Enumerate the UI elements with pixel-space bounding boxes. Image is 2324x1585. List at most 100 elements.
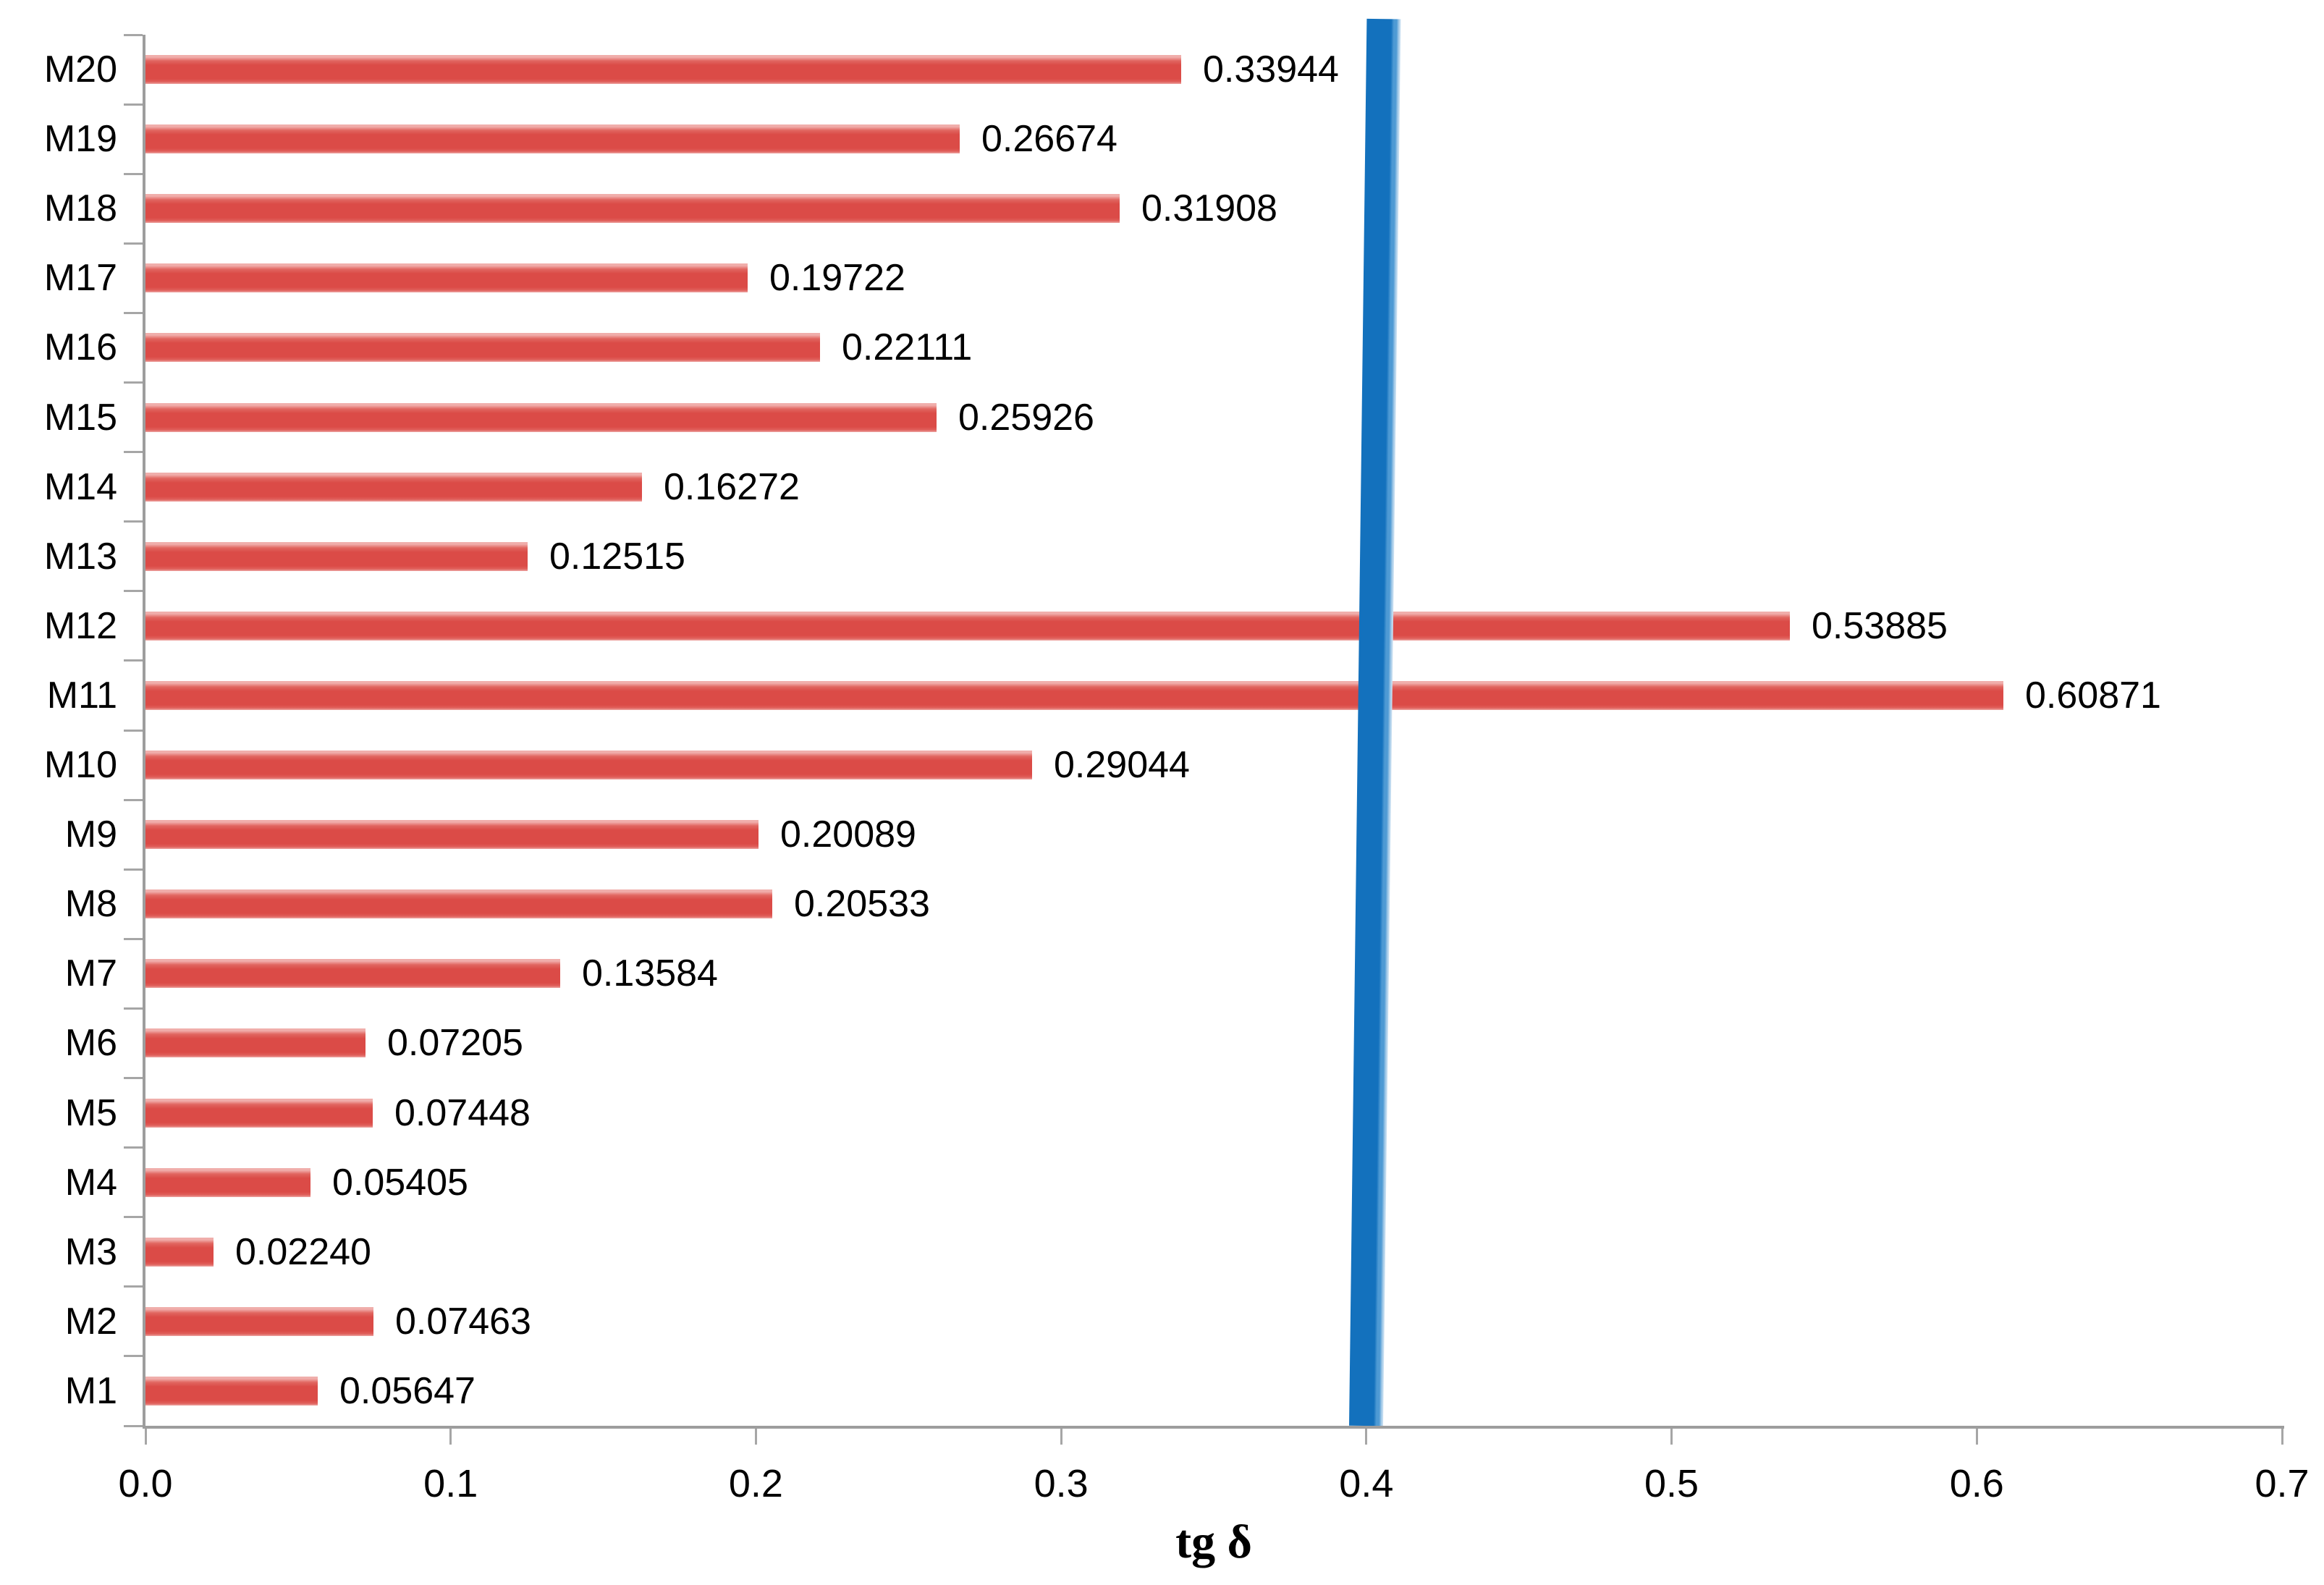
y-axis-tick (124, 659, 143, 662)
value-label: 0.07205 (387, 1022, 523, 1065)
x-axis-tick (144, 1429, 147, 1445)
value-label: 0.12515 (549, 535, 685, 578)
category-label: M15 (43, 396, 117, 439)
y-axis-tick (124, 311, 143, 314)
x-tick-label: 0.2 (728, 1462, 783, 1505)
bar (145, 611, 1790, 641)
category-label: M4 (64, 1161, 117, 1204)
y-axis-tick (124, 729, 143, 732)
threshold-line (1349, 18, 1401, 1426)
y-axis-tick (124, 1007, 143, 1010)
category-label: M8 (64, 883, 117, 926)
bar (145, 194, 1120, 224)
bar (145, 959, 560, 989)
y-axis-tick (124, 798, 143, 801)
value-label: 0.07448 (394, 1091, 531, 1134)
x-axis-tick (1365, 1429, 1368, 1445)
x-axis-title: tg δ (1175, 1516, 1252, 1568)
bar (145, 1237, 214, 1267)
bar (145, 541, 528, 571)
category-label: M20 (43, 48, 117, 90)
y-axis-tick (124, 1077, 143, 1079)
bar (145, 333, 820, 363)
y-axis-tick (124, 1355, 143, 1358)
value-label: 0.05647 (339, 1369, 476, 1412)
y-axis-tick (124, 590, 143, 593)
category-label: M9 (64, 813, 117, 856)
y-axis-line (143, 35, 145, 1426)
bar (145, 472, 642, 502)
category-label: M19 (43, 118, 117, 161)
value-label: 0.05405 (332, 1161, 468, 1204)
value-label: 0.19722 (769, 257, 905, 300)
x-tick-label: 0.6 (1949, 1462, 2004, 1505)
value-label: 0.16272 (664, 465, 800, 508)
bar (145, 1306, 373, 1336)
bar (145, 751, 1032, 780)
bar (145, 1028, 365, 1058)
category-label: M18 (43, 187, 117, 230)
bar (145, 402, 937, 432)
y-axis-tick (124, 868, 143, 871)
x-tick-label: 0.3 (1034, 1462, 1089, 1505)
value-label: 0.29044 (1054, 744, 1190, 787)
x-tick-label: 0.4 (1339, 1462, 1394, 1505)
bar (145, 820, 759, 850)
category-label: M5 (64, 1091, 117, 1134)
category-label: M12 (43, 604, 117, 647)
value-label: 0.31908 (1141, 187, 1277, 230)
category-label: M14 (43, 465, 117, 508)
value-label: 0.20089 (780, 813, 916, 856)
x-axis-tick (754, 1429, 757, 1445)
bar (145, 889, 772, 919)
category-label: M10 (43, 744, 117, 786)
x-axis-tick (1670, 1429, 1673, 1445)
y-axis-tick (124, 103, 143, 106)
bar (145, 263, 748, 293)
y-axis-tick (124, 172, 143, 175)
category-label: M7 (64, 952, 117, 995)
x-axis-tick (1060, 1429, 1062, 1445)
y-axis-tick (124, 520, 143, 523)
y-axis-tick (124, 1424, 143, 1427)
y-axis-tick (124, 1216, 143, 1219)
bar (145, 55, 1181, 85)
category-label: M11 (46, 674, 117, 717)
value-label: 0.60871 (2025, 674, 2161, 717)
x-axis-line (143, 1426, 2284, 1429)
category-label: M2 (64, 1300, 117, 1343)
y-axis-tick (124, 33, 143, 36)
y-axis-tick (124, 381, 143, 384)
y-axis-tick (124, 1146, 143, 1149)
y-axis-tick (124, 937, 143, 940)
value-label: 0.07463 (395, 1300, 531, 1343)
category-label: M16 (43, 326, 117, 369)
value-label: 0.53885 (1812, 604, 1948, 647)
x-tick-label: 0.5 (1644, 1462, 1699, 1505)
x-tick-label: 0.7 (2255, 1462, 2310, 1505)
x-axis-tick (1975, 1429, 1978, 1445)
bar (145, 124, 960, 154)
bar (145, 1098, 373, 1128)
value-label: 0.13584 (582, 952, 718, 995)
bar (145, 1376, 318, 1406)
x-tick-label: 0.1 (423, 1462, 478, 1505)
value-label: 0.22111 (842, 326, 973, 369)
category-label: M6 (64, 1022, 117, 1065)
bar (145, 1167, 310, 1197)
x-axis-tick (449, 1429, 452, 1445)
x-tick-label: 0.0 (118, 1462, 173, 1505)
category-label: M1 (64, 1369, 117, 1412)
category-label: M13 (43, 535, 117, 578)
bar (145, 680, 2003, 710)
value-label: 0.20533 (794, 883, 930, 926)
y-axis-tick (124, 1285, 143, 1288)
y-axis-tick (124, 242, 143, 245)
x-axis-tick (2281, 1429, 2283, 1445)
y-axis-tick (124, 451, 143, 454)
category-label: M3 (64, 1230, 117, 1273)
value-label: 0.25926 (958, 396, 1094, 439)
value-label: 0.26674 (981, 118, 1117, 161)
value-label: 0.33944 (1203, 48, 1339, 91)
